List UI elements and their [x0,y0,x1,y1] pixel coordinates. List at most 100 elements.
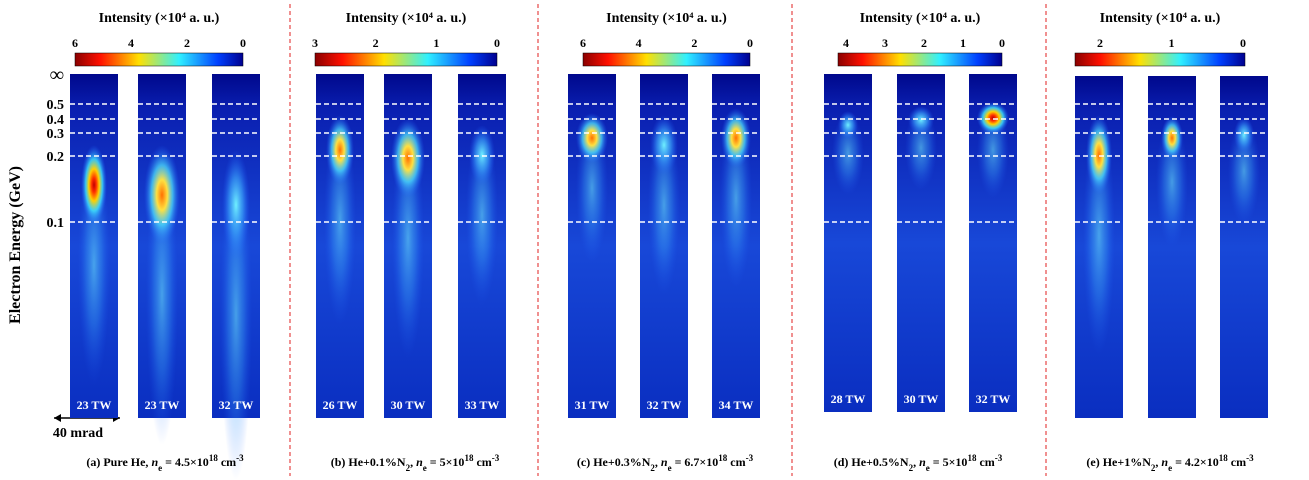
caption-run: 18 [718,453,728,463]
beam-spot [650,115,678,175]
colorbar-tick-label: 4 [128,36,134,50]
power-label: 32 TW [219,398,254,412]
caption-run: e [926,463,930,473]
colorbar-tick-label: 0 [240,36,246,50]
colorbar-tick-label: 1 [960,36,966,50]
caption-run: n [1161,455,1168,469]
beam-spot [1234,117,1254,153]
colorbar-tick-label: 0 [747,36,753,50]
spectrum-strip: 23 TW [138,74,186,445]
beam-spot [326,115,354,185]
colorbar-tick-label: 2 [691,36,697,50]
spectrum-strip: 32 TW [640,74,688,418]
caption-run: 2 [1151,463,1156,473]
colorbar-tick-label: 6 [72,36,78,50]
caption-run: e [423,463,427,473]
beam-spot [1161,116,1183,160]
caption: (b) He+0.1%N2, ne = 5×1018 cm-3 [331,453,500,473]
axis-label: Electron Energy (GeV) [7,166,24,324]
caption-run: 18 [464,453,474,463]
spectrum-strip: 32 TW [212,74,260,480]
spectrum-strip: 32 TW [969,74,1017,412]
caption-run: 18 [967,453,977,463]
colorbar [74,52,244,67]
colorbar-tick-label: 3 [312,36,318,50]
colorbar-title: Intensity (×10⁴ a. u.) [346,11,467,26]
colorbar-tick-label: 2 [184,36,190,50]
caption-run: , [1155,455,1161,469]
caption-run: n [661,455,668,469]
colorbar-tick-label: 2 [921,36,927,50]
spectrum-strip: 34 TW [712,74,760,418]
beam-spot [977,102,1009,134]
caption-run: -3 [236,453,244,463]
spectrum-strip: 28 TW [824,74,872,412]
spectrum-strip [1220,76,1268,418]
colorbar [582,52,751,67]
spectrum-strip: 30 TW [897,74,945,412]
caption-run: cm [1228,455,1246,469]
caption-run: n [151,455,158,469]
caption-run: -3 [1246,453,1254,463]
caption-run: e [1168,463,1172,473]
colorbar [1074,52,1246,67]
colorbar-tick-label: 4 [636,36,642,50]
caption: (d) He+0.5%N2, ne = 5×1018 cm-3 [834,453,1003,473]
caption-run: cm [976,455,994,469]
caption-run: = 5×10 [930,455,968,469]
power-label: 30 TW [904,392,939,406]
colorbar-tick-label: 6 [580,36,586,50]
caption-run: cm [473,455,491,469]
caption-run: = 4.2×10 [1172,455,1219,469]
caption-run: e [158,463,162,473]
caption-run: 2 [406,463,411,473]
caption-run: 18 [1219,453,1229,463]
caption-run: = 6.7×10 [672,455,719,469]
colorbar-tick-label: 3 [882,36,888,50]
beam-spot [838,111,858,139]
colorbar [837,52,1003,67]
caption-run: -3 [746,453,754,463]
power-label: 30 TW [391,398,426,412]
scale-label: 40 mrad [53,426,103,441]
caption-run: (e) He+1%N [1086,455,1151,469]
colorbar-title: Intensity (×10⁴ a. u.) [99,11,220,26]
caption-run: 2 [650,463,655,473]
colorbar-tick-label: 0 [999,36,1005,50]
y-tick-label: 0.2 [47,150,65,165]
beam-spot [576,113,608,163]
power-label: 32 TW [976,392,1011,406]
caption: (c) He+0.3%N2, ne = 6.7×1018 cm-3 [577,453,754,473]
caption-run: n [416,455,423,469]
caption-run: (b) He+0.1%N [331,455,406,469]
spectrum-strip: 26 TW [316,74,364,418]
y-tick-label: 0.1 [47,216,65,231]
spectrum-strip: 33 TW [458,74,506,418]
power-label: 23 TW [145,398,180,412]
colorbar-tick-label: 1 [433,36,439,50]
beam-spot [721,108,751,168]
y-tick-label: ∞ [50,64,64,86]
caption-run: = 5×10 [427,455,465,469]
y-tick-label: 0.3 [47,127,65,142]
power-label: 23 TW [77,398,112,412]
colorbar-title: Intensity (×10⁴ a. u.) [606,11,727,26]
caption-run: cm [727,455,745,469]
colorbar-title: Intensity (×10⁴ a. u.) [1100,11,1221,26]
caption: (e) He+1%N2, ne = 4.2×1018 cm-3 [1086,453,1254,473]
beam-spot [81,145,107,225]
beam-spot [908,106,934,134]
beam-spot [469,125,495,185]
caption-run: = 4.5×10 [162,455,209,469]
caption-run: 2 [909,463,914,473]
power-label: 33 TW [465,398,500,412]
spectrum-strip: 30 TW [384,74,432,418]
beam-spot [144,145,180,245]
spectrum-strip: 31 TW [568,74,616,418]
caption-run: 18 [209,453,219,463]
colorbar-title: Intensity (×10⁴ a. u.) [860,11,981,26]
power-label: 28 TW [831,392,866,406]
colorbar-tick-label: 0 [494,36,500,50]
caption-run: n [919,455,926,469]
